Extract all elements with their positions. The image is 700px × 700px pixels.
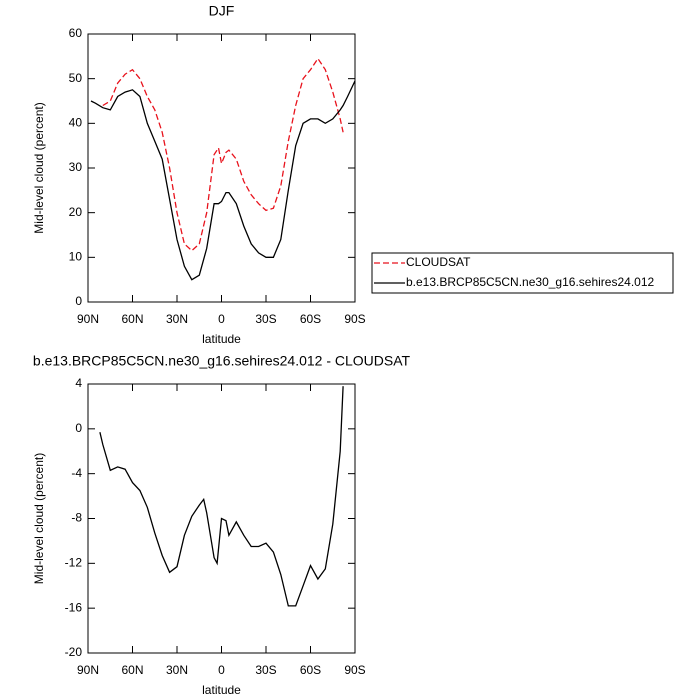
legend-label: CLOUDSAT (406, 255, 471, 269)
y-tick-label: 10 (69, 250, 83, 264)
x-tick-label: 90S (344, 312, 365, 326)
x-axis-label: latitude (202, 683, 241, 697)
data-line (102, 57, 344, 252)
y-tick-label: -4 (71, 466, 82, 480)
x-tick-label: 60N (121, 312, 143, 326)
y-tick-label: 20 (69, 205, 83, 219)
legend-box (371, 252, 674, 294)
data-line (99, 386, 344, 607)
legend-label: b.e13.BRCP85C5CN.ne30_g16.sehires24.012 (406, 275, 654, 289)
x-tick-label: 90N (77, 312, 99, 326)
x-tick-label: 30S (255, 312, 276, 326)
y-tick-label: -20 (65, 645, 83, 659)
x-tick-label: 60S (300, 663, 321, 677)
y-tick-label: 60 (69, 26, 83, 40)
x-tick-label: 30N (166, 312, 188, 326)
y-tick-label: 0 (75, 294, 82, 308)
y-axis-label: Mid-level cloud (percent) (32, 453, 46, 584)
x-tick-label: 0 (218, 312, 225, 326)
x-tick-label: 90S (344, 663, 365, 677)
data-line (90, 80, 356, 281)
x-tick-label: 90N (77, 663, 99, 677)
y-tick-label: -12 (65, 556, 83, 570)
y-tick-label: 40 (69, 116, 83, 130)
y-tick-label: 50 (69, 71, 83, 85)
chart-title: b.e13.BRCP85C5CN.ne30_g16.sehires24.012 … (33, 353, 411, 369)
y-axis-label: Mid-level cloud (percent) (32, 102, 46, 233)
y-tick-label: -8 (71, 511, 82, 525)
y-tick-label: -16 (65, 600, 83, 614)
y-tick-label: 0 (75, 421, 82, 435)
chart-title: DJF (209, 3, 235, 19)
y-tick-label: 30 (69, 160, 83, 174)
x-tick-label: 0 (218, 663, 225, 677)
x-axis-label: latitude (202, 332, 241, 346)
x-tick-label: 30N (166, 663, 188, 677)
plot-frame (87, 33, 356, 303)
y-tick-label: 4 (75, 376, 82, 390)
x-tick-label: 60S (300, 312, 321, 326)
x-tick-label: 60N (121, 663, 143, 677)
x-tick-label: 30S (255, 663, 276, 677)
